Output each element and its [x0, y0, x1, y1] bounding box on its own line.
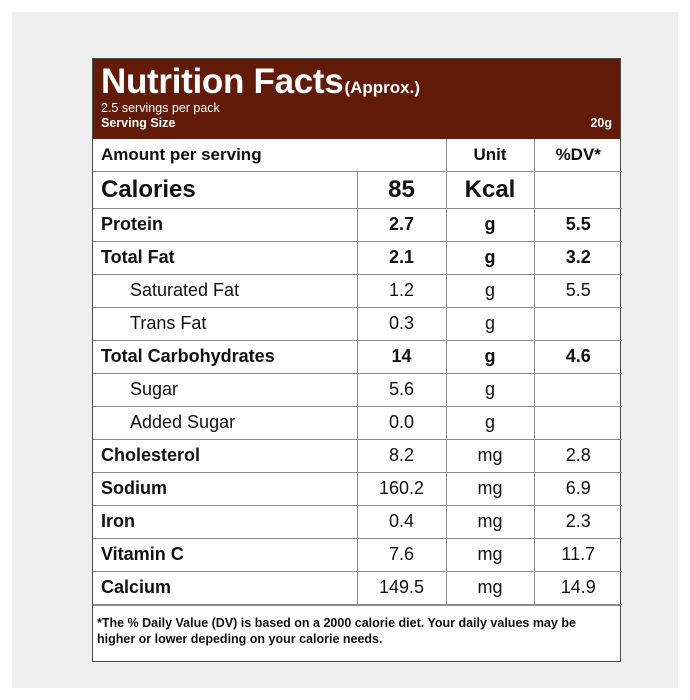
nutrient-name: Iron — [93, 504, 358, 539]
nutrient-row: Total Fat 2.1 g 3.2 — [93, 240, 622, 275]
nutrition-label: Nutrition Facts(Approx.) 2.5 servings pe… — [92, 58, 622, 662]
nutrient-value: 1.2 — [356, 273, 447, 308]
nutrient-unit: g — [445, 273, 535, 308]
nutrient-unit: g — [445, 306, 535, 341]
nutrient-value: 14 — [356, 339, 447, 374]
dv-header: %DV* — [533, 139, 622, 172]
nutrient-row: Total Carbohydrates 14 g 4.6 — [93, 339, 622, 374]
nutrient-row: Added Sugar 0.0 g — [93, 405, 622, 440]
title-line: Nutrition Facts(Approx.) — [101, 62, 420, 102]
calories-unit: Kcal — [445, 170, 535, 209]
nutrient-name: Calcium — [93, 570, 358, 605]
nutrient-unit: mg — [445, 504, 535, 539]
nutrient-value: 2.1 — [356, 240, 447, 275]
nutrient-row: Trans Fat 0.3 g — [93, 306, 622, 341]
nutrient-dv: 2.8 — [533, 438, 622, 473]
amount-per-serving-header: Amount per serving — [93, 139, 447, 172]
nutrient-value: 0.0 — [356, 405, 447, 440]
nutrient-value: 149.5 — [356, 570, 447, 605]
nutrient-row: Iron 0.4 mg 2.3 — [93, 504, 622, 539]
nutrient-dv: 14.9 — [533, 570, 622, 605]
nutrient-row: Sodium 160.2 mg 6.9 — [93, 471, 622, 506]
nutrient-dv: 5.5 — [533, 273, 622, 308]
nutrient-name: Added Sugar — [93, 405, 358, 440]
nutrient-unit: g — [445, 207, 535, 242]
nutrient-name: Trans Fat — [93, 306, 358, 341]
nutrient-unit: g — [445, 339, 535, 374]
table-header-row: Amount per serving Unit %DV* — [93, 139, 622, 172]
calories-label: Calories — [93, 170, 358, 209]
nutrient-value: 0.3 — [356, 306, 447, 341]
nutrient-name: Sugar — [93, 372, 358, 407]
servings-per-pack: 2.5 servings per pack — [101, 101, 220, 115]
nutrient-value: 8.2 — [356, 438, 447, 473]
nutrient-dv: 4.6 — [533, 339, 622, 374]
nutrient-dv — [533, 306, 622, 341]
unit-header: Unit — [445, 139, 535, 172]
nutrient-dv — [533, 372, 622, 407]
nutrient-row: Saturated Fat 1.2 g 5.5 — [93, 273, 622, 308]
nutrient-name: Total Carbohydrates — [93, 339, 358, 374]
calories-row: Calories 85 Kcal — [93, 170, 622, 209]
nutrient-unit: g — [445, 240, 535, 275]
nutrient-dv: 3.2 — [533, 240, 622, 275]
nutrient-name: Sodium — [93, 471, 358, 506]
nutrient-name: Cholesterol — [93, 438, 358, 473]
nutrient-dv: 5.5 — [533, 207, 622, 242]
nutrient-value: 7.6 — [356, 537, 447, 572]
nutrient-row: Cholesterol 8.2 mg 2.8 — [93, 438, 622, 473]
daily-value-footnote: *The % Daily Value (DV) is based on a 20… — [93, 604, 620, 653]
nutrition-table: Amount per serving Unit %DV* Calories 85… — [93, 139, 622, 605]
title-suffix: (Approx.) — [344, 78, 420, 97]
calories-value: 85 — [356, 170, 447, 209]
nutrient-value: 0.4 — [356, 504, 447, 539]
nutrient-row: Calcium 149.5 mg 14.9 — [93, 570, 622, 605]
nutrient-unit: mg — [445, 438, 535, 473]
nutrient-dv: 6.9 — [533, 471, 622, 506]
nutrient-dv: 11.7 — [533, 537, 622, 572]
nutrient-unit: mg — [445, 537, 535, 572]
nutrient-value: 2.7 — [356, 207, 447, 242]
nutrient-name: Vitamin C — [93, 537, 358, 572]
nutrient-row: Vitamin C 7.6 mg 11.7 — [93, 537, 622, 572]
label-title: Nutrition Facts — [101, 62, 344, 101]
label-background: Nutrition Facts(Approx.) 2.5 servings pe… — [12, 12, 678, 688]
nutrient-name: Total Fat — [93, 240, 358, 275]
serving-size-value: 20g — [590, 116, 612, 130]
nutrient-unit: g — [445, 372, 535, 407]
nutrient-dv — [533, 405, 622, 440]
nutrient-name: Protein — [93, 207, 358, 242]
nutrient-unit: mg — [445, 570, 535, 605]
nutrient-row: Protein 2.7 g 5.5 — [93, 207, 622, 242]
serving-size-label: Serving Size — [101, 116, 176, 130]
nutrient-unit: g — [445, 405, 535, 440]
nutrient-row: Sugar 5.6 g — [93, 372, 622, 407]
nutrient-value: 160.2 — [356, 471, 447, 506]
nutrient-value: 5.6 — [356, 372, 447, 407]
nutrient-name: Saturated Fat — [93, 273, 358, 308]
nutrient-dv: 2.3 — [533, 504, 622, 539]
nutrient-unit: mg — [445, 471, 535, 506]
calories-dv — [533, 170, 622, 209]
label-header: Nutrition Facts(Approx.) 2.5 servings pe… — [93, 59, 620, 139]
